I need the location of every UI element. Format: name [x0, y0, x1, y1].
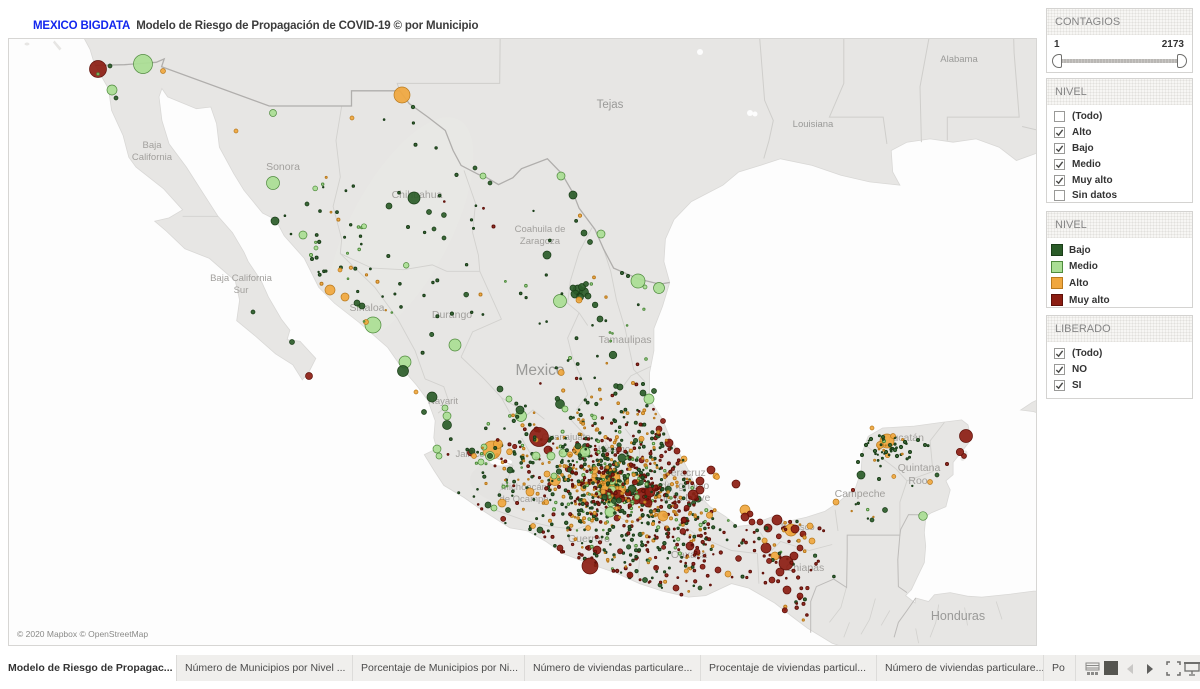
- svg-text:Tamaulipas: Tamaulipas: [598, 334, 651, 346]
- svg-text:Mexico: Mexico: [515, 362, 564, 379]
- svg-text:Roo: Roo: [908, 475, 927, 487]
- svg-text:Tejas: Tejas: [597, 99, 624, 111]
- svg-text:Campeche: Campeche: [835, 488, 886, 500]
- svg-text:© 2020 Mapbox © OpenStreetMap: © 2020 Mapbox © OpenStreetMap: [17, 629, 148, 639]
- svg-text:Oaxaca: Oaxaca: [671, 549, 707, 561]
- svg-text:de Ocampo: de Ocampo: [499, 494, 548, 505]
- svg-text:California: California: [132, 152, 173, 163]
- svg-text:Zaragoza: Zaragoza: [520, 236, 561, 247]
- svg-text:Nayarit: Nayarit: [428, 396, 458, 407]
- svg-text:Sur: Sur: [234, 285, 249, 296]
- svg-text:Louisiana: Louisiana: [793, 119, 834, 130]
- svg-text:Baja: Baja: [142, 140, 162, 151]
- svg-text:Quintana: Quintana: [898, 462, 941, 474]
- svg-text:Michoacán: Michoacán: [501, 482, 547, 493]
- svg-text:Alabama: Alabama: [940, 54, 978, 65]
- svg-text:Baja California: Baja California: [210, 273, 272, 284]
- svg-text:Sonora: Sonora: [266, 161, 300, 173]
- svg-text:Honduras: Honduras: [931, 609, 985, 623]
- svg-text:Coahuila de: Coahuila de: [515, 224, 566, 235]
